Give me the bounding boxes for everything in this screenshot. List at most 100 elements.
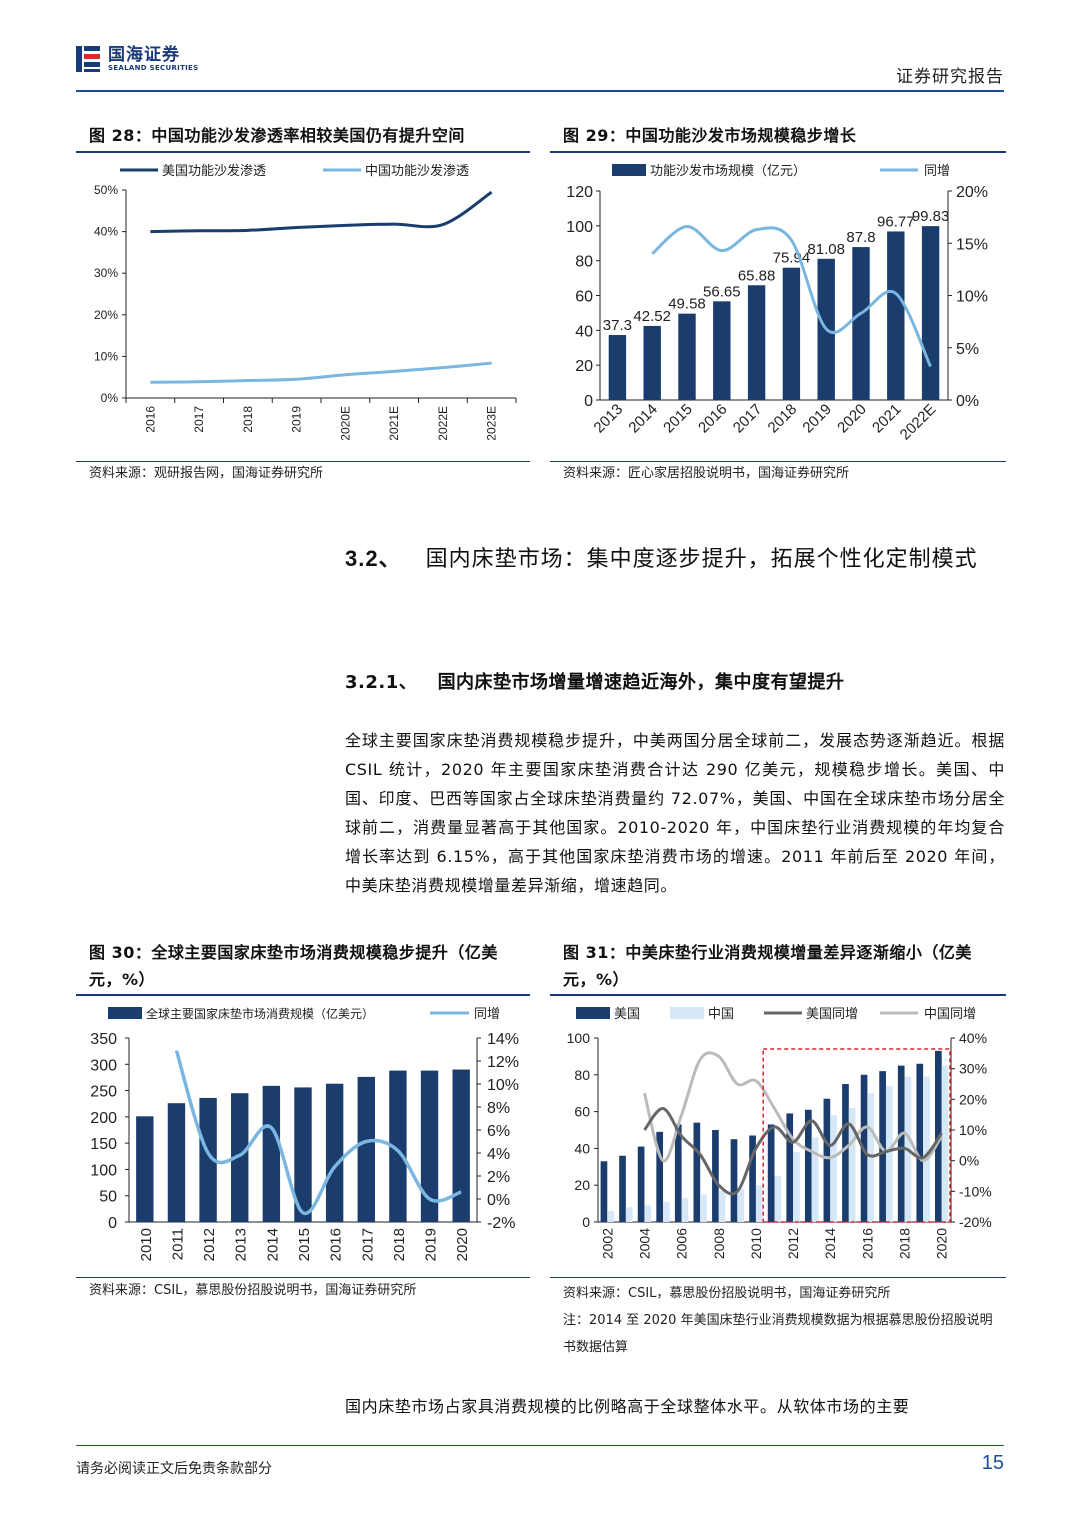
x-tick-label: 2020 <box>934 1228 950 1259</box>
x-tick-label: 2020 <box>454 1228 471 1261</box>
bar-cn <box>718 1190 726 1222</box>
fig28-top-rule <box>76 151 530 153</box>
y-tick-label-right: 20% <box>959 1091 987 1107</box>
y-tick-label: 20% <box>94 308 118 322</box>
fig29-top-rule <box>550 151 1006 153</box>
x-tick-label: 2012 <box>785 1228 801 1259</box>
bar-cn <box>923 1076 930 1222</box>
y-tick-label-left: 80 <box>574 1067 590 1083</box>
y-tick-label-left: 200 <box>90 1110 117 1127</box>
bar-scale <box>325 1083 344 1222</box>
bar-cn <box>774 1176 782 1222</box>
y-tick-label-left: 60 <box>574 1104 590 1120</box>
x-tick-label: 2014 <box>822 1228 838 1259</box>
y-tick-label-right: -10% <box>959 1183 992 1199</box>
bar-scale <box>420 1070 439 1222</box>
legend-scale-swatch <box>108 1007 142 1019</box>
legend-scale-label: 功能沙发市场规模（亿元） <box>650 163 806 179</box>
header-divider <box>76 90 1004 92</box>
x-tick-label: 2018 <box>765 401 801 437</box>
bar-scale <box>921 226 940 400</box>
x-tick-label: 2010 <box>748 1228 764 1259</box>
bar-us <box>730 1139 738 1222</box>
fig28-bottom-rule <box>76 461 530 462</box>
legend-cn-label: 中国 <box>708 1007 734 1022</box>
bar-scale <box>294 1087 312 1222</box>
bar-data-label: 99.83 <box>912 208 950 225</box>
bar-us <box>600 1161 608 1222</box>
bar-cn <box>663 1201 670 1222</box>
bar-data-label: 96.77 <box>877 213 915 230</box>
series-line-growth <box>174 1050 462 1216</box>
x-tick-label: 2016 <box>859 1228 875 1259</box>
bar-cn <box>755 1185 763 1222</box>
y-tick-label: 10% <box>94 349 118 363</box>
x-tick-label: 2013 <box>233 1228 250 1261</box>
y-tick-label-left: 100 <box>567 1030 591 1046</box>
y-tick-label-left: 50 <box>99 1189 117 1206</box>
bar-us <box>823 1098 831 1222</box>
bar-cn <box>737 1188 745 1222</box>
bar-scale <box>262 1085 281 1222</box>
bar-us <box>637 1146 645 1222</box>
fig30-title: 图 30：全球主要国家床垫市场消费规模稳步提升（亿美元，%） <box>89 943 498 989</box>
y-tick-label-left: 120 <box>566 184 593 201</box>
bar-scale <box>136 1116 154 1222</box>
y-tick-label-right: 6% <box>487 1123 510 1140</box>
bar-data-label: 81.08 <box>807 241 845 258</box>
bar-us <box>749 1135 756 1222</box>
bar-us <box>804 1109 812 1222</box>
bar-cn <box>644 1205 652 1222</box>
legend-cn-growth-label: 中国同增 <box>924 1007 976 1022</box>
bar-scale <box>231 1093 249 1222</box>
series-line-cn <box>150 361 492 384</box>
x-tick-label: 2016 <box>328 1228 345 1261</box>
subsection-number: 3.2.1、 <box>345 672 418 693</box>
bar-scale <box>199 1097 217 1222</box>
legend-us-swatch <box>576 1007 610 1019</box>
section-number: 3.2、 <box>345 546 402 571</box>
x-tick-label: 2010 <box>138 1228 155 1261</box>
x-tick-label: 2022E <box>436 406 450 441</box>
fig31-chart: 美国 中国 美国同增 中国同增 0 20 40 60 80 100 -20% -10% 0% 10% 20%… <box>567 1007 992 1259</box>
y-tick-label-left: 40 <box>574 1140 590 1156</box>
bar-us <box>674 1124 682 1222</box>
bar-cn <box>700 1194 707 1222</box>
y-tick-label-left: 100 <box>566 219 593 236</box>
x-tick-label: 2016 <box>695 401 731 437</box>
series-line-us <box>150 190 493 234</box>
y-tick-label-right: 15% <box>956 236 988 253</box>
legend-growth-label: 同增 <box>474 1007 500 1022</box>
bar-data-label: 49.58 <box>668 296 706 313</box>
bar-scale <box>747 285 766 400</box>
legend-us-label: 美国功能沙发渗透 <box>162 163 266 179</box>
body-paragraph-2: 国内床垫市场占家具消费规模的比例略高于全球整体水平。从软体市场的主要 <box>345 1397 910 1416</box>
series-line-cn-growth <box>642 1051 943 1163</box>
x-tick-label: 2022E <box>897 401 940 444</box>
footer-divider <box>76 1445 1004 1446</box>
y-tick-label-right: 14% <box>487 1031 519 1048</box>
y-tick-label-right: 5% <box>956 341 979 358</box>
x-tick-label: 2006 <box>674 1228 690 1259</box>
y-tick-label-right: 10% <box>959 1122 987 1138</box>
logo-en-text: SEALAND SECURITIES <box>108 63 199 72</box>
series-line-us-growth <box>643 1107 943 1196</box>
y-tick-label: 50% <box>94 183 118 197</box>
y-tick-label-left: 60 <box>575 289 593 306</box>
fig31-top-rule <box>550 994 1006 996</box>
y-tick-label-left: 150 <box>90 1136 117 1153</box>
y-tick-label-left: 0 <box>108 1215 117 1232</box>
bar-data-label: 65.88 <box>738 267 776 284</box>
fig28-title: 图 28：中国功能沙发渗透率相较美国仍有提升空间 <box>89 126 465 145</box>
y-tick-label-right: 10% <box>487 1077 519 1094</box>
fig31-bottom-rule <box>550 1277 1006 1278</box>
y-tick-label-right: 0% <box>956 393 979 410</box>
bar-data-label: 87.8 <box>846 229 875 246</box>
x-tick-label: 2018 <box>241 406 255 433</box>
fig29-bottom-rule <box>550 461 1006 462</box>
bar-data-label: 56.65 <box>703 283 741 300</box>
bar-us <box>767 1124 775 1222</box>
y-tick-label-left: 250 <box>90 1084 117 1101</box>
x-tick-label: 2008 <box>711 1228 727 1259</box>
fig31-source: 资料来源：CSIL，慕思股份招股说明书，国海证券研究所 <box>563 1286 891 1301</box>
